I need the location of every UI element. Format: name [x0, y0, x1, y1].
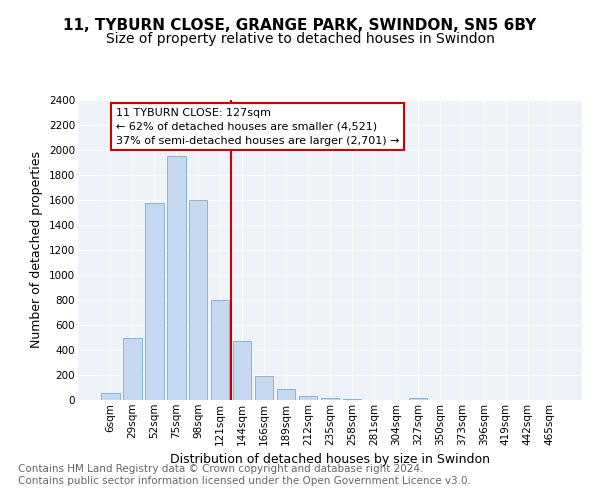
Bar [233, 340, 251, 400]
Bar [277, 389, 295, 400]
Bar [167, 156, 185, 400]
Bar [320, 398, 340, 400]
Text: 11 TYBURN CLOSE: 127sqm
← 62% of detached houses are smaller (4,521)
37% of semi: 11 TYBURN CLOSE: 127sqm ← 62% of detache… [116, 108, 399, 146]
Bar [211, 300, 229, 400]
Y-axis label: Number of detached properties: Number of detached properties [31, 152, 43, 348]
Bar [123, 338, 142, 400]
Bar [409, 398, 427, 400]
Bar [255, 376, 274, 400]
Bar [145, 202, 164, 400]
Bar [299, 396, 317, 400]
Bar [189, 200, 208, 400]
Text: Contains HM Land Registry data © Crown copyright and database right 2024.: Contains HM Land Registry data © Crown c… [18, 464, 424, 474]
Text: Contains public sector information licensed under the Open Government Licence v3: Contains public sector information licen… [18, 476, 471, 486]
Text: 11, TYBURN CLOSE, GRANGE PARK, SWINDON, SN5 6BY: 11, TYBURN CLOSE, GRANGE PARK, SWINDON, … [64, 18, 536, 32]
X-axis label: Distribution of detached houses by size in Swindon: Distribution of detached houses by size … [170, 453, 490, 466]
Text: Size of property relative to detached houses in Swindon: Size of property relative to detached ho… [106, 32, 494, 46]
Bar [101, 393, 119, 400]
